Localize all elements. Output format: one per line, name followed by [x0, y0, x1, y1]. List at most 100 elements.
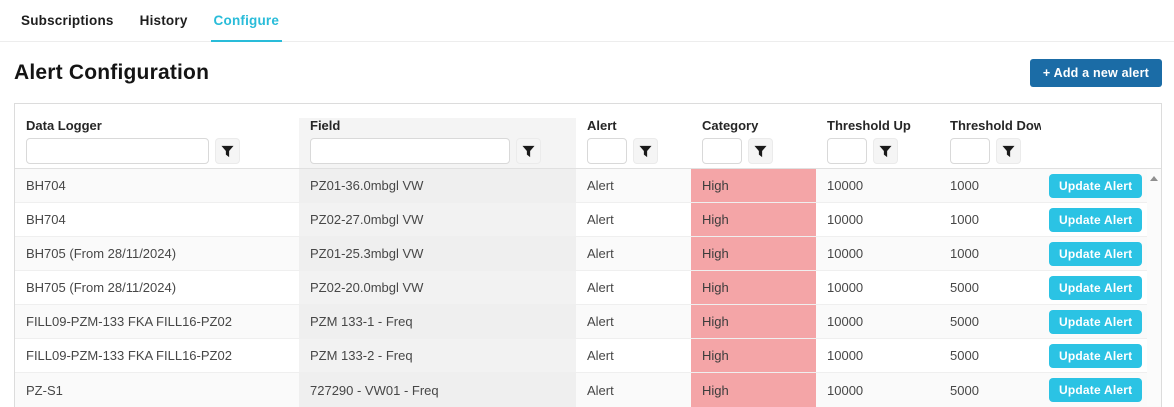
table-row: FILL09-PZM-133 FKA FILL16-PZ02 PZM 133-1… [15, 305, 1161, 339]
table-body: BH704 PZ01-36.0mbgl VW Alert High 10000 … [15, 169, 1161, 407]
cell-category: High [691, 203, 816, 236]
cell-action: Update Alert [1041, 237, 1161, 270]
cell-action: Update Alert [1041, 271, 1161, 304]
cell-field: PZ01-36.0mbgl VW [299, 169, 576, 202]
tab-configure[interactable]: Configure [210, 0, 282, 42]
cell-data-logger: FILL09-PZM-133 FKA FILL16-PZ02 [26, 348, 232, 363]
filter-funnel-button[interactable] [633, 138, 658, 164]
funnel-icon [639, 145, 652, 157]
table-row: BH705 (From 28/11/2024) PZ01-25.3mbgl VW… [15, 237, 1161, 271]
update-alert-button[interactable]: Update Alert [1049, 309, 1143, 334]
table-filter-row [15, 134, 1161, 169]
tab-bar: Subscriptions History Configure [0, 0, 1174, 42]
cell-data-logger: PZ-S1 [26, 382, 63, 398]
cell-threshold-up: 10000 [827, 382, 864, 398]
filter-funnel-button[interactable] [996, 138, 1021, 164]
cell-data-logger: BH704 [26, 178, 66, 193]
cell-field: PZM 133-1 - Freq [299, 305, 576, 338]
column-header-field[interactable]: Field [299, 118, 576, 134]
cell-threshold-down: 1000 [950, 246, 979, 261]
tab-history[interactable]: History [139, 13, 188, 28]
cell-threshold-up: 10000 [827, 348, 864, 363]
cell-threshold-down: 1000 [950, 178, 979, 193]
cell-category: High [691, 373, 816, 407]
filter-input-field[interactable] [310, 138, 510, 164]
page-header: Alert Configuration + Add a new alert [0, 42, 1174, 103]
cell-category: High [691, 169, 816, 202]
update-alert-button[interactable]: Update Alert [1049, 343, 1143, 368]
filter-cell-threshold-up [816, 134, 939, 168]
cell-threshold-up: 10000 [827, 178, 864, 193]
filter-funnel-button[interactable] [873, 138, 898, 164]
filter-funnel-button[interactable] [748, 138, 773, 164]
cell-category: High [691, 339, 816, 372]
column-header-category[interactable]: Category [702, 118, 759, 133]
table-row: BH704 PZ01-36.0mbgl VW Alert High 10000 … [15, 169, 1161, 203]
cell-data-logger: BH704 [26, 212, 66, 227]
cell-action: Update Alert [1041, 169, 1161, 202]
cell-threshold-down: 5000 [950, 280, 979, 295]
alerts-table: Data Logger Field Alert Category Thresho… [14, 103, 1162, 407]
cell-alert: Alert [587, 212, 614, 227]
scroll-up-icon[interactable] [1150, 176, 1158, 181]
cell-threshold-down: 5000 [950, 314, 979, 329]
add-new-alert-button[interactable]: + Add a new alert [1029, 58, 1162, 87]
cell-data-logger: BH705 (From 28/11/2024) [26, 280, 177, 295]
table-row: BH705 (From 28/11/2024) PZ02-20.0mbgl VW… [15, 271, 1161, 305]
table-scrollbar[interactable] [1147, 169, 1161, 406]
cell-category: High [691, 237, 816, 270]
update-alert-button[interactable]: Update Alert [1049, 241, 1143, 266]
cell-field: PZ02-20.0mbgl VW [299, 271, 576, 304]
filter-input-threshold-up[interactable] [827, 138, 867, 164]
cell-alert: Alert [587, 246, 614, 261]
filter-input-data-logger[interactable] [26, 138, 209, 164]
update-alert-button[interactable]: Update Alert [1049, 275, 1143, 300]
cell-data-logger: BH705 (From 28/11/2024) [26, 246, 177, 261]
cell-threshold-down: 1000 [950, 212, 979, 227]
cell-action: Update Alert [1041, 203, 1161, 236]
update-alert-button[interactable]: Update Alert [1049, 378, 1143, 402]
cell-threshold-down: 5000 [950, 348, 979, 363]
funnel-icon [879, 145, 892, 157]
cell-threshold-up: 10000 [827, 280, 864, 295]
filter-cell-data-logger [15, 134, 299, 168]
table-header-row: Data Logger Field Alert Category Thresho… [15, 104, 1161, 134]
cell-action: Update Alert [1041, 305, 1161, 338]
filter-input-category[interactable] [702, 138, 742, 164]
cell-data-logger: FILL09-PZM-133 FKA FILL16-PZ02 [26, 314, 232, 329]
cell-alert: Alert [587, 348, 614, 363]
table-row: BH704 PZ02-27.0mbgl VW Alert High 10000 … [15, 203, 1161, 237]
cell-action: Update Alert [1041, 373, 1161, 407]
filter-input-threshold-down[interactable] [950, 138, 990, 164]
cell-field: PZ01-25.3mbgl VW [299, 237, 576, 270]
table-row: FILL09-PZM-133 FKA FILL16-PZ02 PZM 133-2… [15, 339, 1161, 373]
filter-funnel-button[interactable] [516, 138, 541, 164]
cell-field: PZM 133-2 - Freq [299, 339, 576, 372]
update-alert-button[interactable]: Update Alert [1049, 207, 1143, 232]
table-row: PZ-S1 727290 - VW01 - Freq Alert High 10… [15, 373, 1161, 407]
cell-field: PZ02-27.0mbgl VW [299, 203, 576, 236]
column-header-data-logger[interactable]: Data Logger [26, 118, 102, 133]
page-title: Alert Configuration [14, 60, 210, 84]
update-alert-button[interactable]: Update Alert [1049, 173, 1143, 198]
filter-funnel-button[interactable] [215, 138, 240, 164]
cell-category: High [691, 271, 816, 304]
column-header-threshold-down[interactable]: Threshold Down [950, 118, 1041, 133]
cell-alert: Alert [587, 314, 614, 329]
filter-cell-actions [1041, 134, 1161, 168]
cell-alert: Alert [587, 178, 614, 193]
filter-input-alert[interactable] [587, 138, 627, 164]
filter-cell-category [691, 134, 816, 168]
funnel-icon [754, 145, 767, 157]
tab-subscriptions[interactable]: Subscriptions [21, 13, 114, 28]
filter-cell-threshold-down [939, 134, 1041, 168]
column-header-threshold-up[interactable]: Threshold Up [827, 118, 911, 133]
cell-threshold-up: 10000 [827, 246, 864, 261]
cell-category: High [691, 305, 816, 338]
funnel-icon [1002, 145, 1015, 157]
cell-action: Update Alert [1041, 339, 1161, 372]
cell-threshold-up: 10000 [827, 314, 864, 329]
column-header-alert[interactable]: Alert [587, 118, 617, 133]
cell-threshold-down: 5000 [950, 382, 979, 398]
cell-alert: Alert [587, 382, 614, 398]
